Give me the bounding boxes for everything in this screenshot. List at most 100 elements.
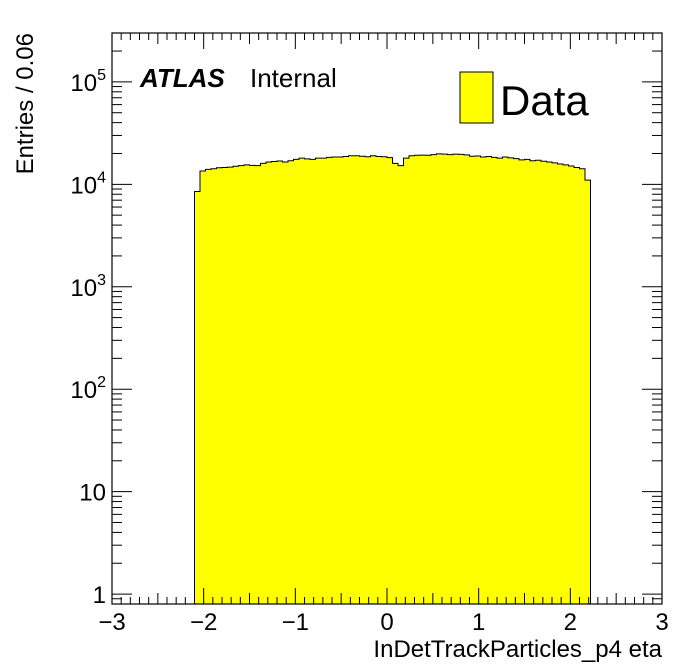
histogram-bar bbox=[299, 158, 305, 605]
histogram-bar bbox=[321, 158, 327, 605]
histogram-bar bbox=[343, 156, 349, 605]
y-tick-label-exponent: 4 bbox=[97, 169, 106, 186]
histogram-bar bbox=[497, 158, 503, 605]
histogram-bar bbox=[568, 165, 575, 605]
histogram-bar bbox=[508, 157, 514, 604]
y-axis-title: Entries / 0.06 bbox=[12, 33, 39, 174]
histogram-bar bbox=[491, 157, 498, 604]
histogram-bar bbox=[563, 164, 569, 604]
histogram-bar bbox=[249, 165, 256, 605]
histogram-bar bbox=[200, 170, 206, 605]
y-tick-label: 104 bbox=[70, 169, 106, 199]
histogram-bar bbox=[293, 159, 300, 605]
x-tick-label: −2 bbox=[190, 609, 217, 636]
histogram-bar bbox=[211, 168, 217, 604]
histogram-bar bbox=[205, 169, 212, 604]
histogram-outline bbox=[194, 153, 591, 604]
histogram-bar bbox=[376, 156, 382, 605]
histogram-bar bbox=[266, 162, 272, 605]
histogram-bar bbox=[359, 156, 366, 604]
histogram-bar bbox=[255, 165, 261, 604]
histogram-bar bbox=[282, 162, 289, 605]
y-tick-label-base: 10 bbox=[70, 377, 97, 404]
x-tick-label: 2 bbox=[564, 609, 577, 636]
histogram-bar bbox=[222, 167, 228, 604]
histogram-bar bbox=[332, 156, 338, 604]
histogram-bar bbox=[541, 161, 547, 604]
histogram-bar bbox=[420, 155, 426, 605]
y-tick-label-base: 10 bbox=[70, 172, 97, 199]
y-tick-label-base: 1 bbox=[93, 582, 106, 609]
x-tick-labels: −3 −2 −1 0 1 2 3 bbox=[98, 609, 668, 636]
histogram-bar bbox=[381, 156, 388, 604]
histogram-bar bbox=[442, 154, 448, 604]
histogram-bar bbox=[277, 160, 283, 604]
x-tick-label: −3 bbox=[98, 609, 125, 636]
histogram-bar bbox=[337, 156, 344, 604]
histogram-bar bbox=[546, 162, 553, 605]
histogram-bar bbox=[530, 160, 536, 605]
histogram-bar bbox=[227, 167, 234, 605]
y-tick-label-base: 10 bbox=[70, 275, 97, 302]
histogram-bar bbox=[585, 180, 591, 604]
histogram-bar bbox=[552, 162, 558, 604]
atlas-label: ATLAS bbox=[139, 63, 225, 93]
histogram-bar bbox=[398, 165, 404, 604]
histogram-bar bbox=[414, 155, 421, 604]
x-tick-label: 1 bbox=[472, 609, 485, 636]
histogram-bar bbox=[513, 158, 520, 604]
histogram-bar bbox=[387, 157, 393, 604]
histogram-bar bbox=[464, 154, 470, 605]
histogram-bar bbox=[244, 164, 250, 604]
histogram-bar bbox=[453, 154, 459, 604]
histogram-bar bbox=[425, 155, 432, 604]
x-axis-title: InDetTrackParticles_p4 eta bbox=[373, 636, 662, 663]
x-tick-label: 0 bbox=[380, 609, 393, 636]
histogram-bar bbox=[310, 159, 316, 605]
histogram-bar bbox=[557, 163, 564, 604]
histogram-bar bbox=[469, 156, 476, 604]
legend-swatch bbox=[459, 71, 494, 124]
histogram-bar bbox=[365, 156, 371, 604]
y-tick-label: 102 bbox=[70, 374, 106, 404]
histogram-bar bbox=[447, 154, 454, 604]
y-tick-label-exponent: 5 bbox=[97, 67, 106, 84]
histogram-bar bbox=[475, 155, 481, 604]
histogram-bar bbox=[431, 154, 437, 604]
legend-label-data: Data bbox=[500, 77, 589, 124]
y-tick-label: 103 bbox=[70, 272, 106, 302]
histogram-bar bbox=[486, 156, 492, 605]
histogram-bar bbox=[348, 155, 355, 604]
histogram-bars bbox=[194, 153, 591, 605]
histogram-bar bbox=[271, 161, 278, 605]
histogram-bar bbox=[458, 154, 465, 605]
y-tick-label-base: 10 bbox=[70, 70, 97, 97]
histogram-bar bbox=[524, 159, 531, 605]
histogram-bar bbox=[326, 157, 333, 604]
histogram-bar bbox=[502, 156, 509, 604]
histogram-bar bbox=[216, 167, 223, 604]
histogram-bar bbox=[260, 163, 267, 604]
histogram-bar bbox=[519, 159, 525, 604]
histogram-bar bbox=[238, 165, 245, 604]
x-tick-label: 3 bbox=[655, 609, 668, 636]
internal-label: Internal bbox=[250, 63, 337, 93]
histogram-bar bbox=[370, 155, 377, 604]
x-tick-label: −1 bbox=[282, 609, 309, 636]
histogram-bar bbox=[480, 156, 487, 604]
y-tick-label: 1 bbox=[93, 582, 106, 609]
histogram-bar bbox=[315, 158, 322, 605]
histogram-bar bbox=[233, 166, 239, 604]
plot-frame bbox=[111, 32, 663, 605]
histogram-bar bbox=[304, 158, 311, 604]
histogram-bar bbox=[403, 158, 410, 605]
y-tick-label: 10 bbox=[79, 480, 106, 507]
histogram-bar bbox=[574, 167, 580, 604]
histogram-bar bbox=[392, 163, 399, 604]
y-tick-label-exponent: 3 bbox=[97, 272, 106, 289]
histogram-bar bbox=[288, 160, 294, 605]
histogram-bar bbox=[194, 191, 201, 604]
y-tick-label-base: 10 bbox=[79, 480, 106, 507]
